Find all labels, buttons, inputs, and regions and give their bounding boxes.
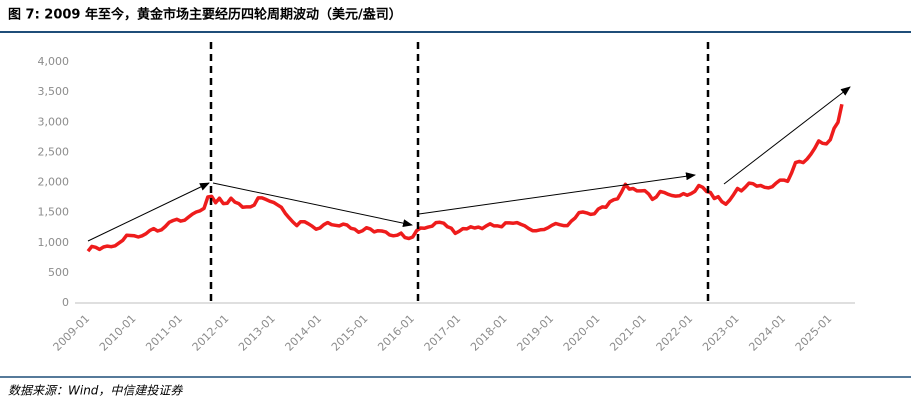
y-tick-label: 3,000 — [38, 115, 70, 128]
price-line — [86, 103, 844, 253]
annotations — [87, 42, 851, 303]
trend-arrow — [87, 182, 210, 242]
y-tick-label: 2,500 — [38, 145, 70, 158]
y-tick-label: 2,000 — [38, 176, 70, 189]
chart-title: 图 7: 2009 年至今，黄金市场主要经历四轮周期波动（美元/盎司） — [8, 7, 402, 23]
x-tick-label: 2022-01 — [654, 312, 696, 354]
x-tick-label: 2021-01 — [607, 312, 649, 354]
x-tick-label: 2018-01 — [468, 312, 510, 354]
trend-arrow — [723, 86, 851, 185]
x-tick-label: 2011-01 — [143, 312, 185, 354]
x-tick-label: 2015-01 — [329, 312, 371, 354]
y-tick-label: 1,000 — [38, 236, 70, 249]
y-tick-label: 0 — [62, 296, 69, 309]
x-tick-label: 2013-01 — [236, 312, 278, 354]
x-tick-label: 2017-01 — [422, 312, 464, 354]
x-tick-label: 2009-01 — [51, 312, 93, 354]
x-tick-label: 2023-01 — [700, 312, 742, 354]
y-tick-label: 1,500 — [38, 206, 70, 219]
trend-arrow — [418, 172, 696, 215]
trend-arrow — [212, 182, 413, 228]
y-tick-label: 500 — [48, 266, 69, 279]
y-tick-label: 3,500 — [38, 85, 70, 98]
x-tick-label: 2020-01 — [561, 312, 603, 354]
x-tick-label: 2010-01 — [97, 312, 139, 354]
x-tick-label: 2025-01 — [793, 312, 835, 354]
x-tick-label: 2024-01 — [746, 312, 788, 354]
y-tick-label: 4,000 — [38, 55, 70, 68]
x-tick-label: 2019-01 — [514, 312, 556, 354]
x-tick-label: 2014-01 — [283, 312, 325, 354]
x-tick-label: 2016-01 — [375, 312, 417, 354]
plot: 0 500 1,000 1,500 2,000 2,500 3,000 3,500 4,000 2… — [38, 55, 855, 354]
source-note: 数据来源：Wind，中信建投证券 — [8, 384, 183, 398]
x-tick-label: 2012-01 — [190, 312, 232, 354]
